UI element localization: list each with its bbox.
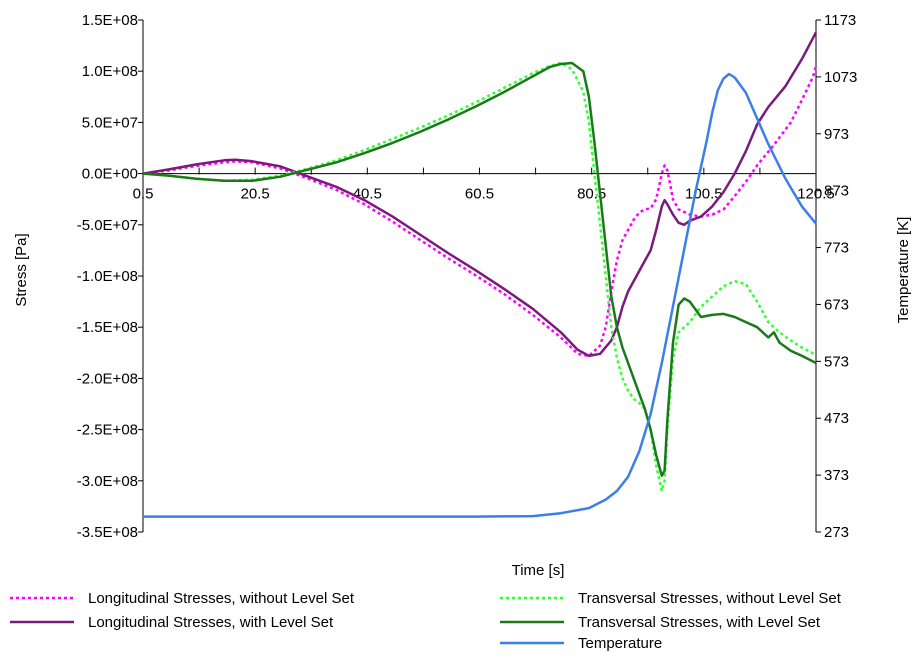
y-tick-label: 0.0E+00: [82, 166, 138, 183]
series-line-1: [142, 31, 818, 358]
x-tick-label: 120.5: [797, 186, 835, 203]
y2-axis-ticks: 1173 1073 973 873 773 673 573 473 373 273: [816, 12, 857, 541]
series-line-3: [142, 61, 817, 477]
x-axis-ticks: 0.5 20.5 40.5 60.5 80.5 100.5 120.5: [133, 167, 835, 203]
legend: Longitudinal Stresses, without Level Set…: [10, 590, 842, 652]
y2-tick-label: 873: [824, 183, 849, 200]
y2-tick-label: 573: [824, 353, 849, 370]
y2-tick-label: 673: [824, 296, 849, 313]
y2-tick-label: 373: [824, 467, 849, 484]
x-tick-label: 60.5: [465, 186, 494, 203]
x-axis-label: Time [s]: [512, 562, 565, 579]
y2-tick-label: 273: [824, 524, 849, 541]
y-tick-label: 1.5E+08: [82, 12, 138, 29]
y2-tick-label: 973: [824, 126, 849, 143]
y-tick-label: -3.5E+08: [77, 524, 138, 541]
y2-tick-label: 473: [824, 410, 849, 427]
legend-label-3: Transversal Stresses, with Level Set: [578, 614, 821, 631]
y-tick-label: -2.5E+08: [77, 422, 138, 439]
y-axis-ticks: 1.5E+08 1.0E+08 5.0E+07 0.0E+00 -5.0E+07 -1.0…: [77, 12, 143, 541]
y2-tick-label: 1073: [824, 69, 857, 86]
y2-tick-label: 1173: [824, 12, 856, 29]
y-tick-label: -5.0E+07: [77, 217, 138, 234]
legend-label-1: Longitudinal Stresses, with Level Set: [88, 614, 334, 631]
y-tick-label: 1.0E+08: [82, 63, 138, 80]
y2-axis-label: Temperature [K]: [895, 217, 912, 324]
series-line-4: [143, 72, 817, 518]
legend-label-4: Temperature: [578, 635, 662, 652]
y-tick-label: 5.0E+07: [82, 114, 138, 131]
series-group: [142, 31, 818, 518]
x-tick-label: 20.5: [241, 186, 270, 203]
legend-label-2: Transversal Stresses, without Level Set: [578, 590, 842, 607]
x-tick-label: 0.5: [133, 186, 154, 203]
series-line-0: [142, 65, 818, 358]
x-tick-label: 40.5: [353, 186, 382, 203]
y-axis-label: Stress [Pa]: [13, 233, 30, 306]
y-tick-label: -1.5E+08: [77, 319, 138, 336]
legend-label-0: Longitudinal Stresses, without Level Set: [88, 590, 355, 607]
y-tick-label: -3.0E+08: [77, 473, 138, 490]
y-tick-label: -2.0E+08: [77, 370, 138, 387]
y2-tick-label: 773: [824, 240, 849, 257]
y-tick-label: -1.0E+08: [77, 268, 138, 285]
